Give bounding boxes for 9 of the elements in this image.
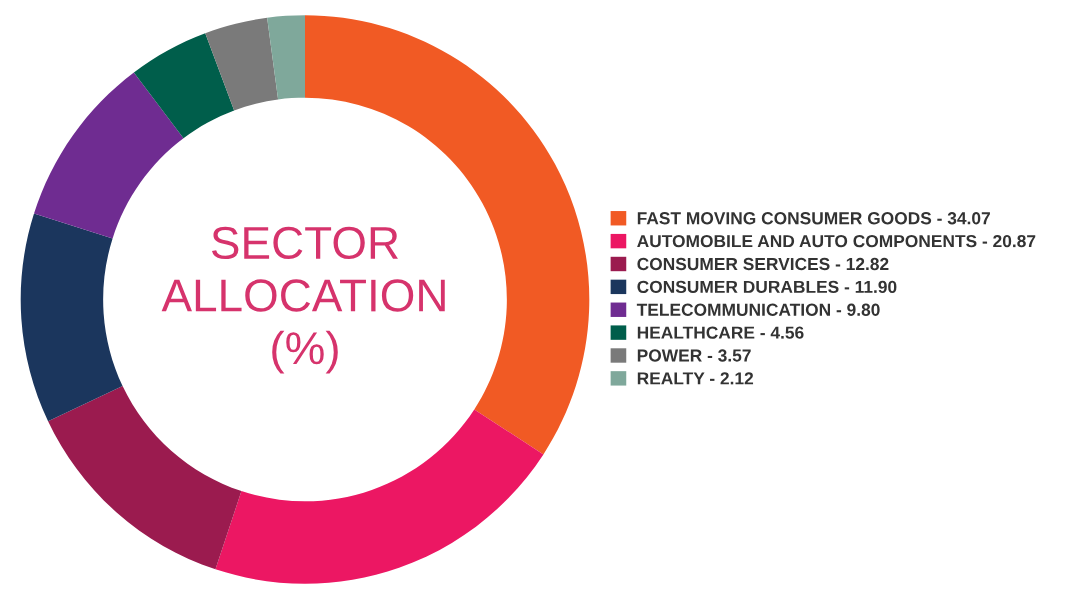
legend-label: HEALTHCARE - 4.56 — [637, 326, 804, 339]
legend-label: AUTOMOBILE AND AUTO COMPONENTS - 20.87 — [637, 234, 1036, 248]
legend-label: FAST MOVING CONSUMER GOODS - 34.07 — [637, 212, 990, 225]
legend-label: POWER - 3.57 — [637, 349, 751, 362]
text: SECTOR ALLOCATION (%) — [161, 226, 445, 374]
legend-label: CONSUMER DURABLES - 11.90 — [637, 280, 897, 294]
legend-label: REALTY - 2.12 — [637, 372, 754, 385]
legend-label: TELECOMMUNICATION - 9.80 — [636, 303, 880, 316]
legend-label: CONSUMER SERVICES - 12.82 — [637, 257, 889, 271]
